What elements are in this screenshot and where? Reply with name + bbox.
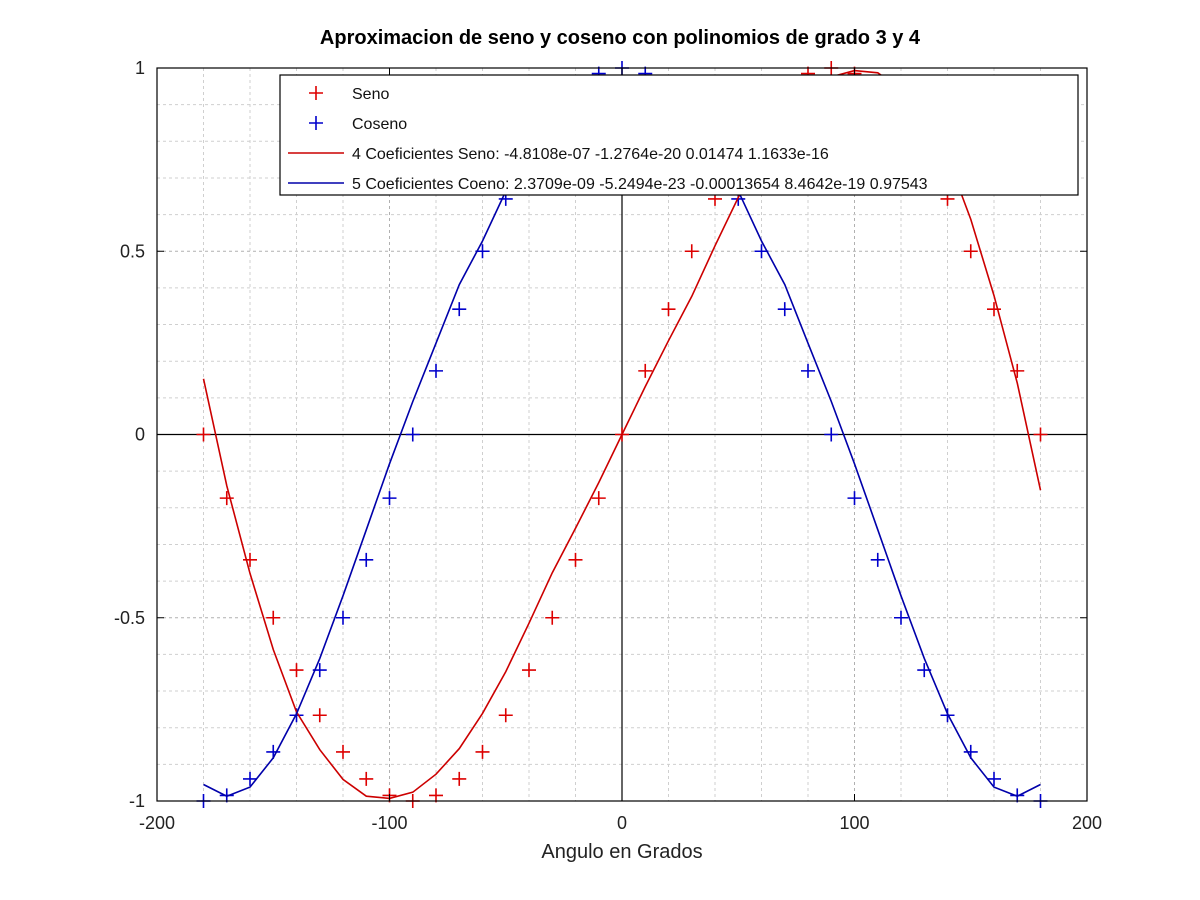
data-point xyxy=(591,491,606,506)
data-point xyxy=(1010,363,1025,378)
x-axis-label: Angulo en Grados xyxy=(541,841,702,863)
data-point xyxy=(359,771,374,786)
data-point xyxy=(801,363,815,378)
data-point xyxy=(405,427,420,442)
x-tick-label: 100 xyxy=(839,813,869,833)
data-point xyxy=(568,552,583,567)
legend-item-1: Coseno xyxy=(309,116,407,133)
data-point xyxy=(963,244,978,259)
data-point xyxy=(219,491,234,506)
ticks: -200 -100 0 100 200 -1 -0.5 0 0.5 1 xyxy=(114,58,1102,833)
data-point xyxy=(824,427,839,442)
legend-item-0: Seno xyxy=(309,86,389,103)
data-point xyxy=(545,610,560,625)
legend-item-2: 4 Coeficientes Seno: -4.8108e-07 -1.2764… xyxy=(288,146,829,163)
chart-title: Aproximacion de seno y coseno con polino… xyxy=(320,27,921,49)
data-point xyxy=(498,708,513,723)
data-point xyxy=(1033,427,1048,442)
x-tick-label: 0 xyxy=(617,813,627,833)
data-point xyxy=(847,491,862,506)
data-point xyxy=(684,244,699,259)
data-point xyxy=(987,771,1001,786)
x-tick-label: -100 xyxy=(371,813,407,833)
legend-swatch xyxy=(309,116,323,130)
data-point xyxy=(894,610,908,625)
data-point xyxy=(429,788,443,803)
legend-swatch xyxy=(309,86,323,100)
data-point xyxy=(336,610,350,625)
data-point xyxy=(243,771,257,786)
data-point xyxy=(987,302,1001,317)
data-point xyxy=(777,302,792,317)
data-point xyxy=(243,552,257,567)
y-tick-label: 1 xyxy=(135,58,145,78)
data-point xyxy=(870,552,885,567)
data-point xyxy=(382,491,397,506)
legend-label: Seno xyxy=(352,86,389,103)
y-tick-label: -0.5 xyxy=(114,608,145,628)
data-point xyxy=(452,302,467,317)
data-point xyxy=(359,552,374,567)
x-tick-label: -200 xyxy=(139,813,175,833)
y-tick-label: -1 xyxy=(129,791,145,811)
data-point xyxy=(661,302,676,317)
data-point xyxy=(452,771,467,786)
legend-label: Coseno xyxy=(352,116,407,133)
data-point xyxy=(312,708,327,723)
y-tick-label: 0.5 xyxy=(120,241,145,261)
data-point xyxy=(266,610,281,625)
legend-item-3: 5 Coeficientes Coeno: 2.3709e-09 -5.2494… xyxy=(288,176,928,193)
data-point xyxy=(196,427,211,442)
data-point xyxy=(522,663,536,678)
data-point xyxy=(638,363,653,378)
data-point xyxy=(429,363,443,378)
x-tick-label: 200 xyxy=(1072,813,1102,833)
data-point xyxy=(336,744,350,759)
data-point xyxy=(475,744,490,759)
legend: Seno Coseno 4 Coeficientes Seno: -4.8108e-… xyxy=(279,74,1079,196)
legend-label: 5 Coeficientes Coeno: 2.3709e-09 -5.2494… xyxy=(352,176,928,193)
legend-box xyxy=(279,74,1079,196)
y-tick-label: 0 xyxy=(135,425,145,445)
legend-label: 4 Coeficientes Seno: -4.8108e-07 -1.2764… xyxy=(352,146,829,163)
data-point xyxy=(289,663,304,678)
